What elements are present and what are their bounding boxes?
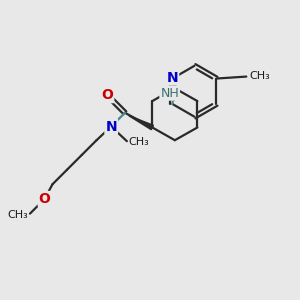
- Text: O: O: [39, 192, 51, 206]
- Text: CH₃: CH₃: [7, 210, 28, 220]
- Text: NH: NH: [160, 87, 179, 100]
- Text: N: N: [167, 70, 178, 85]
- Polygon shape: [129, 116, 153, 130]
- Text: CH₃: CH₃: [249, 70, 270, 81]
- Text: N: N: [105, 119, 117, 134]
- Text: O: O: [101, 88, 113, 102]
- Polygon shape: [172, 80, 177, 89]
- Text: CH₃: CH₃: [129, 137, 150, 147]
